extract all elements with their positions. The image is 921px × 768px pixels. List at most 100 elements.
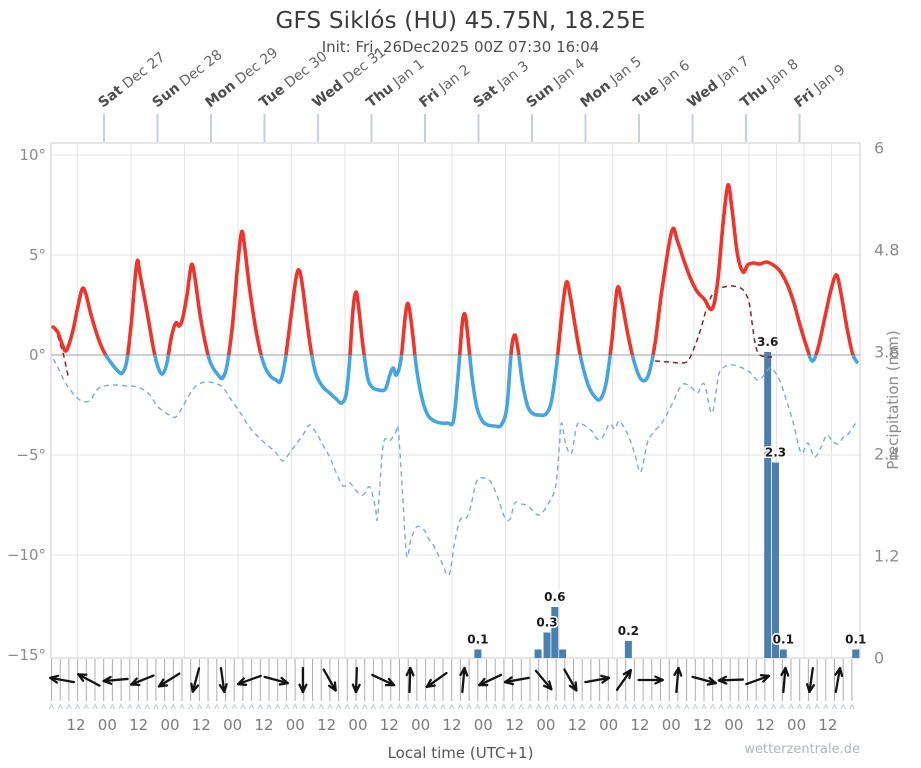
- wind-arrow-icon: [322, 668, 337, 692]
- precip-tick-label: 1.2: [874, 546, 900, 566]
- time-tick-label: 12: [254, 716, 274, 734]
- wind-arrow-icon: [637, 675, 664, 685]
- wind-arrow-icon: [459, 666, 469, 694]
- wind-arrows: [49, 666, 844, 694]
- time-tick-label: 00: [160, 716, 180, 734]
- wind-arrow-icon: [615, 669, 632, 691]
- wind-arrow-icon: [351, 666, 361, 694]
- x-axis-label: Local time (UTC+1): [387, 744, 534, 762]
- wind-arrow-icon: [745, 674, 771, 686]
- wind-arrow-icon: [584, 674, 611, 684]
- precip-value-label: 0.1: [845, 633, 866, 647]
- temperature-line-above-zero: [51, 183, 855, 355]
- wind-arrow-icon: [780, 666, 790, 694]
- wind-arrow-icon: [834, 667, 844, 693]
- wind-arrow-icon: [425, 671, 448, 689]
- temp-tick-label: 0°: [28, 346, 46, 364]
- wind-arrow-icon: [405, 666, 415, 694]
- wind-arrow-icon: [218, 666, 228, 694]
- wind-arrow-icon: [157, 672, 181, 688]
- time-tick-label: 00: [348, 716, 368, 734]
- precip-tick-label: 3.6: [874, 342, 900, 362]
- time-tick-label: 12: [191, 716, 211, 734]
- wind-arrow-icon: [190, 667, 201, 693]
- temp-tick-label: 5°: [28, 246, 46, 264]
- wind-arrow-icon: [236, 674, 262, 686]
- wind-arrow-icon: [717, 675, 745, 685]
- precip-tick-label: 2.4: [874, 444, 900, 464]
- temp-tick-label: −15°: [6, 646, 46, 664]
- precip-bar: [474, 649, 482, 658]
- chart-title: GFS Siklós (HU) 45.75N, 18.25E: [275, 8, 646, 34]
- time-tick-label: 12: [630, 716, 650, 734]
- precip-bar: [559, 649, 567, 658]
- time-tick-label: 00: [787, 716, 807, 734]
- temperature-line-below-zero: [103, 355, 859, 429]
- precip-bar: [543, 632, 551, 658]
- time-tick-label: 12: [317, 716, 337, 734]
- time-tick-label: 00: [536, 716, 556, 734]
- wind-arrow-icon: [298, 666, 308, 694]
- time-tick-label: 00: [473, 716, 493, 734]
- precip-value-label: 0.3: [536, 616, 557, 630]
- wind-arrow-icon: [478, 673, 503, 687]
- temp-tick-label: 10°: [19, 146, 46, 164]
- precip-value-label: 3.6: [757, 335, 778, 349]
- wind-arrow-icon: [534, 669, 553, 691]
- precip-bar: [534, 649, 542, 658]
- dashed-850hpa-line: [52, 358, 858, 577]
- precipitation-bars: [474, 352, 860, 658]
- precip-bar: [551, 607, 559, 658]
- time-tick-label: 00: [97, 716, 117, 734]
- dashed-darkred-line: [52, 327, 70, 380]
- chart-subtitle: Init: Fri, 26Dec2025 00Z 07:30 16:04: [321, 38, 600, 56]
- time-tick-label: 00: [661, 716, 681, 734]
- temp-tick-label: −10°: [6, 546, 46, 564]
- wind-arrow-icon: [805, 666, 815, 694]
- time-tick-label: 12: [66, 716, 86, 734]
- time-tick-label: 12: [505, 716, 525, 734]
- time-tick-label: 12: [755, 716, 775, 734]
- time-tick-label: 12: [379, 716, 399, 734]
- time-tick-label: 12: [567, 716, 587, 734]
- wind-strip-comb: [48, 659, 855, 710]
- time-tick-label: 00: [223, 716, 243, 734]
- precip-value-label: 2.3: [765, 446, 786, 460]
- precip-value-label: 0.2: [618, 624, 639, 638]
- grid: [50, 142, 861, 659]
- time-tick-label: 00: [285, 716, 305, 734]
- wind-arrow-icon: [49, 674, 76, 684]
- precip-bar-labels: 0.1 0.3 0.6 0.2 3.6 2.3 0.1 0.1: [466, 334, 868, 649]
- precip-bar: [852, 649, 860, 658]
- time-tick-label: 12: [693, 716, 713, 734]
- precip-tick-label: 4.8: [874, 240, 900, 260]
- day-tick-marks: [103, 114, 801, 142]
- wind-arrow-icon: [130, 674, 155, 687]
- precip-bar: [624, 641, 632, 658]
- wind-arrow-icon: [263, 675, 289, 686]
- time-tick-label: 00: [724, 716, 744, 734]
- precip-bar: [764, 352, 772, 658]
- precip-bar: [771, 462, 779, 658]
- wind-arrow-icon: [563, 668, 578, 692]
- time-tick-label: 12: [129, 716, 149, 734]
- time-tick-label: 00: [411, 716, 431, 734]
- wind-arrow-icon: [691, 675, 717, 686]
- temp-tick-label: −5°: [16, 446, 46, 464]
- time-tick-label: 12: [818, 716, 838, 734]
- wind-arrow-icon: [503, 676, 530, 686]
- wind-arrow-icon: [77, 673, 101, 687]
- precip-bar: [779, 649, 787, 658]
- wind-arrow-icon: [673, 666, 683, 694]
- precip-tick-label: 0: [874, 648, 885, 668]
- wind-arrow-icon: [371, 673, 396, 687]
- precip-tick-label: 6: [874, 138, 885, 158]
- time-tick-label: 00: [599, 716, 619, 734]
- precip-value-label: 0.6: [544, 590, 565, 604]
- precip-value-label: 0.1: [773, 633, 794, 647]
- wind-arrow-icon: [102, 675, 129, 685]
- time-tick-label: 12: [442, 716, 462, 734]
- watermark: wetterzentrale.de: [744, 742, 860, 757]
